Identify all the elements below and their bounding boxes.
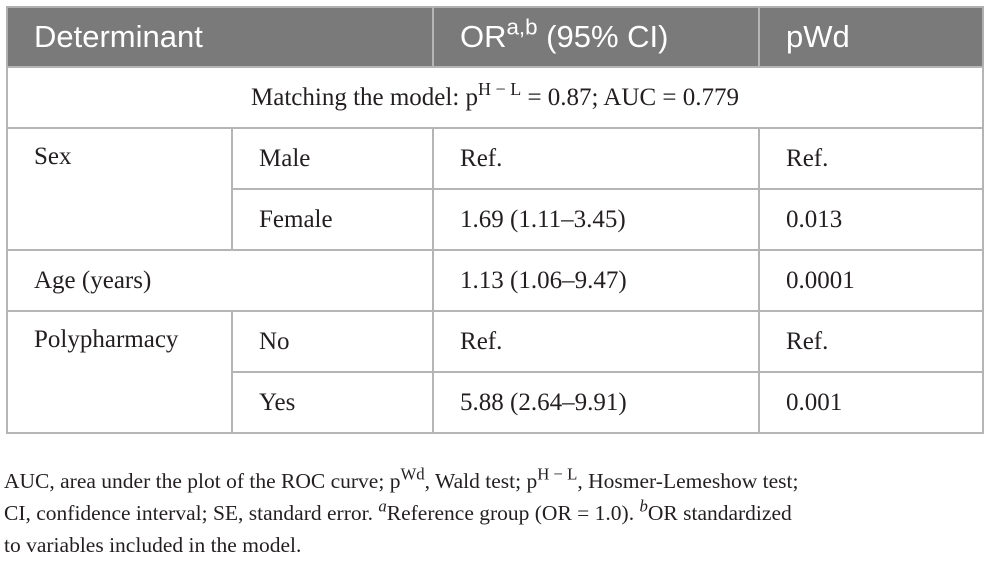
footnote-text: , Wald test; p [424, 469, 538, 493]
category-cell: Yes [230, 371, 435, 434]
p-cell: 0.0001 [758, 249, 985, 312]
or-cell: 1.69 (1.11–3.45) [432, 188, 761, 251]
table-row: Yes 5.88 (2.64–9.91) 0.001 [7, 371, 985, 434]
p-cell: 0.013 [758, 188, 985, 251]
or-female: 1.69 (1.11–3.45) [460, 205, 626, 233]
table-row: Female 1.69 (1.11–3.45) 0.013 [7, 188, 985, 251]
p-cell: 0.001 [758, 371, 985, 434]
model-fit-prefix: Matching the model: p [251, 83, 479, 111]
category-cell: No [230, 310, 435, 373]
model-fit-suffix: = 0.87; AUC = 0.779 [521, 83, 740, 111]
category-female: Female [259, 205, 333, 233]
p-yes: 0.001 [786, 388, 843, 416]
header-or-text: OR [460, 19, 507, 54]
polypharmacy-label-cell: Polypharmacy [6, 310, 233, 434]
model-fit-cell: Matching the model: pH − L = 0.87; AUC =… [5, 66, 985, 129]
footnote-marker-b: b [639, 496, 648, 516]
footnote-marker-a: a [378, 496, 387, 516]
table-row: Polypharmacy No Ref. Ref. [6, 310, 985, 434]
or-age: 1.13 (1.06–9.47) [460, 266, 627, 294]
table-row: Sex Male Ref. Ref. [6, 127, 985, 251]
or-cell: Ref. [432, 310, 761, 373]
or-cell: 1.13 (1.06–9.47) [432, 249, 761, 312]
footnote-text: CI, confidence interval; SE, standard er… [4, 501, 379, 525]
footnote-text: , Hosmer-Lemeshow test; [577, 469, 799, 493]
p-cell: Ref. [758, 127, 985, 190]
p-female: 0.013 [786, 205, 843, 233]
footnote-text: OR standardized [647, 501, 792, 525]
table-footnote: AUC, area under the plot of the ROC curv… [4, 465, 988, 561]
header-determinant-text: Determinant [34, 19, 203, 54]
header-p-value: pWd [758, 7, 984, 67]
category-cell: Female [230, 188, 435, 251]
odds-ratio-table: Determinant ORa,b (95% CI) pWd Matching … [5, 6, 985, 434]
age-label-cell: Age (years) [5, 249, 435, 312]
header-p-text: p [786, 19, 804, 54]
sex-label: Sex [34, 143, 72, 170]
footnote-superscript: Wd [400, 464, 425, 484]
header-p-subscript: Wd [803, 19, 850, 54]
p-age: 0.0001 [786, 266, 855, 294]
category-male: Male [259, 144, 311, 172]
header-row: Determinant ORa,b (95% CI) pWd [7, 7, 984, 67]
footnote-line-3: to variables included in the model. [4, 529, 988, 561]
age-label: Age (years) [34, 266, 152, 294]
footnote-line-2: CI, confidence interval; SE, standard er… [4, 497, 988, 529]
p-no: Ref. [786, 327, 829, 355]
or-cell: 5.88 (2.64–9.91) [432, 371, 761, 434]
model-fit-superscript: H − L [478, 78, 522, 99]
category-yes: Yes [259, 388, 296, 416]
footnote-text: Reference group (OR = 1.0). [386, 501, 640, 525]
footnote-text: to variables included in the model. [4, 533, 302, 557]
footnote-text: AUC, area under the plot of the ROC curv… [4, 469, 401, 493]
footnote-line-1: AUC, area under the plot of the ROC curv… [4, 465, 988, 497]
category-cell: Male [230, 127, 435, 190]
category-no: No [259, 327, 290, 355]
p-cell: Ref. [758, 310, 985, 373]
table-row: Age (years) 1.13 (1.06–9.47) 0.0001 [5, 249, 985, 312]
p-male: Ref. [786, 144, 829, 172]
or-yes: 5.88 (2.64–9.91) [460, 388, 627, 416]
header-ci-text: (95% CI) [537, 19, 669, 54]
or-no: Ref. [460, 327, 503, 355]
or-cell: Ref. [432, 127, 761, 190]
model-fit-row: Matching the model: pH − L = 0.87; AUC =… [5, 66, 985, 129]
header-or-ci: ORa,b (95% CI) [432, 7, 760, 67]
footnote-superscript: H − L [537, 464, 578, 484]
sex-label-cell: Sex [6, 127, 233, 251]
header-determinant: Determinant [7, 7, 434, 67]
or-male: Ref. [460, 144, 503, 172]
polypharmacy-label: Polypharmacy [34, 326, 179, 353]
header-or-superscript: a,b [506, 14, 538, 40]
